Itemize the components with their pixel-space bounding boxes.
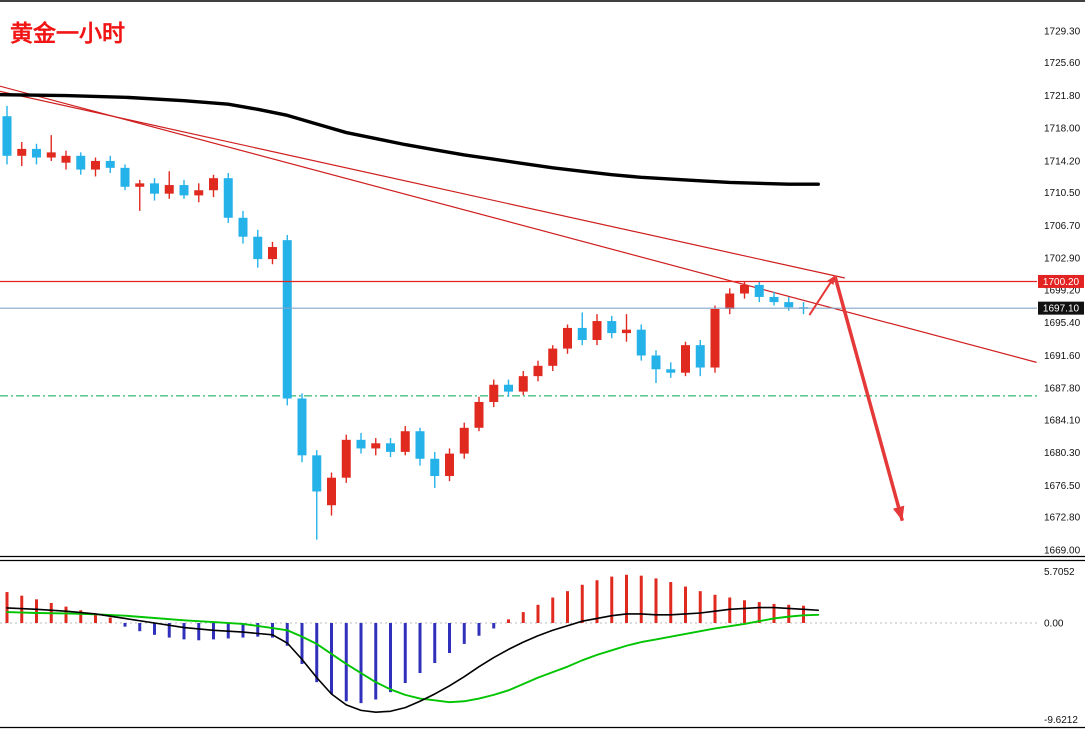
candle-body: [548, 348, 558, 366]
price-tag-label: 1697.10: [1043, 304, 1080, 315]
trendline-1[interactable]: [0, 85, 1037, 363]
macd-main-line: [6, 606, 820, 713]
candle-body: [622, 329, 631, 334]
candle-body: [518, 376, 528, 392]
y-axis-label: 1710.50: [1044, 188, 1081, 199]
candle-body: [209, 178, 218, 191]
chart-title[interactable]: 黄金一小时: [10, 20, 125, 46]
candle-body: [76, 155, 86, 170]
y-axis-label: 1714.20: [1044, 156, 1081, 167]
y-axis-label: 1687.80: [1044, 384, 1081, 395]
candle-body: [223, 178, 233, 218]
candle-body: [754, 284, 764, 297]
candle-body: [238, 217, 248, 237]
candle-body: [150, 183, 159, 194]
candle-body: [636, 329, 646, 356]
candle-body: [105, 160, 115, 168]
candle-body: [341, 439, 351, 478]
candle-body: [533, 365, 543, 377]
candle-body: [135, 183, 145, 187]
candle-body: [327, 477, 336, 506]
candle-body: [91, 160, 100, 170]
candle-body: [120, 167, 130, 187]
y-axis-label: 1699.20: [1044, 285, 1081, 296]
indicator-zero-label: 0.00: [1044, 618, 1064, 629]
candle-body: [194, 190, 204, 196]
y-axis-label: 1718.00: [1044, 124, 1081, 135]
y-axis-label: 1684.10: [1044, 415, 1081, 426]
candle-body: [2, 116, 12, 156]
candle-body: [179, 185, 189, 196]
price-tag-label: 1700.20: [1043, 277, 1080, 288]
candle-body: [46, 152, 56, 158]
y-axis-label: 1702.90: [1044, 254, 1081, 265]
candle-body: [268, 247, 277, 260]
candle-body: [312, 455, 322, 492]
annotation-down-arrow[interactable]: [833, 276, 905, 522]
candle-body: [415, 431, 425, 459]
candle-body: [695, 345, 705, 368]
candle-body: [164, 185, 174, 194]
candle-body: [356, 439, 366, 449]
candle-body: [666, 369, 676, 373]
y-axis-label: 1725.60: [1044, 58, 1081, 69]
y-axis-label: 1669.00: [1044, 545, 1081, 556]
trendline-2[interactable]: [0, 90, 845, 279]
candle-body: [474, 401, 484, 428]
candle-body: [386, 443, 395, 452]
candle-body: [563, 327, 572, 349]
y-axis-label: 1680.30: [1044, 448, 1081, 459]
candle-body: [445, 453, 454, 476]
candle-body: [577, 327, 587, 340]
candle-body: [740, 284, 749, 294]
candle-body: [459, 427, 469, 454]
candle-body: [489, 384, 499, 402]
y-axis-label: 1676.50: [1044, 481, 1081, 492]
indicator-min-label: -9.6212: [1044, 715, 1078, 726]
price-tag: [1038, 301, 1084, 315]
y-axis-label: 1721.80: [1044, 91, 1081, 102]
candle-body: [769, 296, 779, 303]
candle-body: [282, 240, 292, 399]
candle-body: [371, 443, 381, 449]
candle-body: [592, 321, 602, 340]
candle-body: [784, 302, 794, 308]
candle-body: [710, 309, 720, 368]
candle-body: [17, 148, 27, 156]
candle-body: [400, 431, 410, 452]
indicator-max-label: 5.7052: [1044, 567, 1075, 578]
candle-body: [651, 355, 661, 370]
y-axis-label: 1695.40: [1044, 318, 1081, 329]
macd-signal-line: [6, 611, 820, 704]
candle-body: [725, 293, 735, 310]
annotation-down-arrow-head[interactable]: [892, 505, 905, 521]
y-axis-label: 1672.80: [1044, 513, 1081, 524]
price-tag: [1038, 274, 1084, 288]
annotation-up-arrow-head[interactable]: [827, 275, 836, 286]
candle-body: [32, 148, 41, 158]
y-axis-label: 1729.30: [1044, 26, 1081, 37]
candle-body: [61, 155, 71, 163]
candle-body: [607, 321, 617, 334]
candle-body: [430, 458, 440, 476]
y-axis-label: 1691.60: [1044, 351, 1081, 362]
y-axis-label: 1706.70: [1044, 221, 1081, 232]
candle-body: [681, 345, 690, 373]
candle-body: [297, 398, 307, 456]
candle-body: [504, 384, 513, 392]
candle-body: [253, 236, 263, 260]
ma-line-black[interactable]: [0, 92, 820, 186]
